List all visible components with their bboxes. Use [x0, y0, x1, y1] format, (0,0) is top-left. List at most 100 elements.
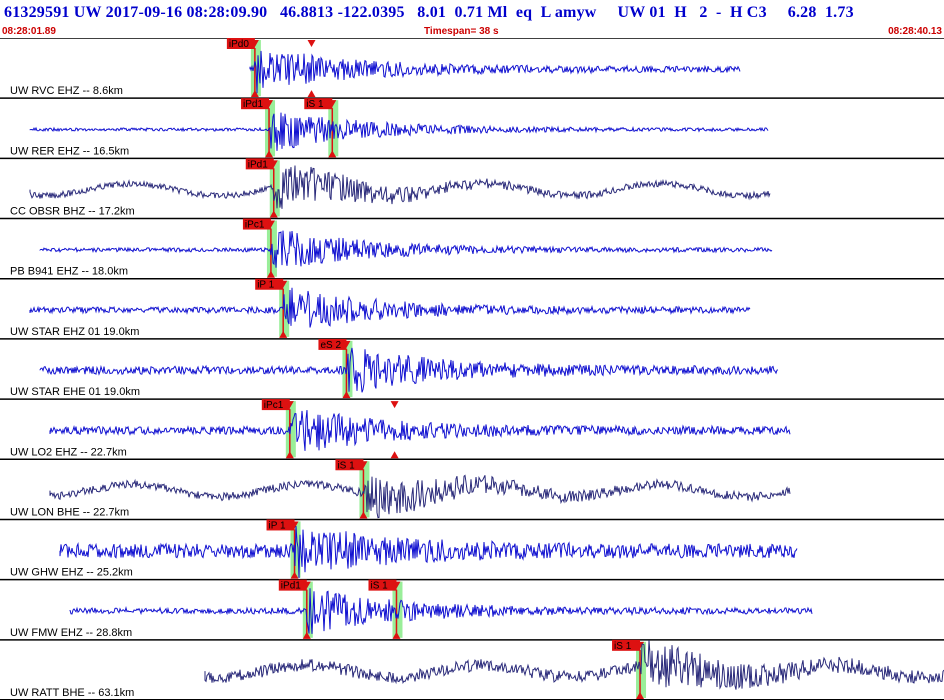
- pick-arrow-up: [302, 631, 311, 639]
- pick-tag[interactable]: [612, 639, 641, 651]
- timespan-label: Timespan= 38 s: [424, 26, 499, 37]
- pick-label: eS 2: [320, 340, 341, 351]
- pick-label: iPc1: [245, 220, 265, 231]
- waveform-trace[interactable]: [29, 287, 751, 328]
- pick-label: iP 1: [257, 280, 274, 291]
- pick-arrow-up: [636, 692, 645, 699]
- pick-arrow-down: [279, 280, 288, 288]
- pick-arrow-down: [636, 641, 645, 649]
- waveform-trace[interactable]: [29, 165, 771, 209]
- pick-arrow-down: [285, 401, 294, 409]
- waveform-trace[interactable]: [249, 50, 741, 94]
- channel-label: UW RER EHZ -- 16.5km: [10, 145, 129, 157]
- pick-window: [342, 340, 353, 398]
- pick-arrow-up: [390, 451, 399, 459]
- pick-arrow-down: [342, 340, 351, 348]
- pick-window: [302, 581, 313, 638]
- pick-arrow-down: [250, 40, 259, 47]
- channel-label: UW GHW EHZ -- 25.2km: [10, 567, 133, 579]
- pick-arrow-up: [290, 571, 299, 579]
- channel-label: CC OBSR BHZ -- 17.2km: [10, 206, 135, 218]
- pick-tag[interactable]: [261, 399, 290, 411]
- pick-arrow-down: [307, 40, 316, 47]
- pick-window: [392, 581, 403, 638]
- channel-label: UW RVC EHZ -- 8.6km: [10, 85, 123, 97]
- pick-label: iPd0: [229, 39, 249, 50]
- pick-arrow-down: [392, 581, 401, 589]
- pick-tag[interactable]: [278, 579, 307, 591]
- pick-tag[interactable]: [335, 459, 364, 471]
- pick-tag[interactable]: [368, 579, 397, 591]
- channel-label: UW LON BHE -- 22.7km: [10, 506, 129, 518]
- pick-tag[interactable]: [255, 278, 284, 290]
- pick-label: iS 1: [614, 641, 632, 652]
- pick-arrow-up: [285, 451, 294, 459]
- channel-row[interactable]: iPd1 CC OBSR BHZ -- 17.2km: [0, 157, 944, 218]
- pick-arrow-up: [392, 631, 401, 639]
- pick-label: iPd1: [243, 99, 263, 110]
- channel-label: UW FMW EHZ -- 28.8km: [10, 627, 132, 639]
- pick-tag[interactable]: [242, 218, 271, 230]
- pick-tag[interactable]: [318, 338, 347, 350]
- pick-label: iS 1: [306, 99, 324, 110]
- pick-label: iPd1: [248, 159, 268, 170]
- channel-row[interactable]: iPd0 UW RVC EHZ -- 8.6km: [0, 38, 944, 98]
- pick-arrow-down: [390, 401, 399, 409]
- pick-label: iS 1: [337, 460, 355, 471]
- channel-row[interactable]: iS 1 UW RATT BHE -- 63.1km: [0, 639, 944, 699]
- channel-row[interactable]: iPc1 UW LO2 EHZ -- 22.7km: [0, 398, 944, 459]
- pick-arrow-down: [265, 100, 274, 108]
- pick-label: iS 1: [370, 581, 388, 592]
- pick-tag[interactable]: [245, 158, 274, 170]
- end-time: 08:28:40.13: [888, 26, 942, 37]
- channel-row[interactable]: iS 1 UW LON BHE -- 22.7km: [0, 458, 944, 519]
- pick-arrow-up: [359, 511, 368, 519]
- waveform-trace[interactable]: [59, 525, 798, 579]
- pick-arrow-up: [250, 90, 259, 98]
- channel-row[interactable]: eS 2 UW STAR EHE 01 19.0km: [0, 338, 944, 399]
- waveform-trace[interactable]: [39, 230, 773, 268]
- pick-label: iP 1: [269, 520, 286, 531]
- channel-row[interactable]: iPc1 PB B941 EHZ -- 18.0km: [0, 217, 944, 278]
- seismogram-panel[interactable]: iPd0 UW RVC EHZ -- 8.6km iPd1 iS 1 UW RER EH…: [0, 38, 944, 700]
- pick-arrow-up: [279, 330, 288, 338]
- pick-arrow-down: [266, 220, 275, 228]
- channel-label: UW RATT BHE -- 63.1km: [10, 687, 134, 699]
- channel-row[interactable]: iP 1 UW STAR EHZ 01 19.0km: [0, 277, 944, 338]
- waveform-trace[interactable]: [49, 410, 791, 451]
- waveform-trace[interactable]: [49, 474, 791, 519]
- pick-arrow-up: [265, 150, 274, 158]
- channel-row[interactable]: iPd1 iS 1 UW RER EHZ -- 16.5km: [0, 97, 944, 158]
- start-time: 08:28:01.89: [2, 26, 56, 37]
- waveform-trace[interactable]: [204, 640, 944, 690]
- channel-row[interactable]: iPd1 iS 1 UW FMW EHZ -- 28.8km: [0, 578, 944, 639]
- pick-arrow-up: [328, 150, 337, 158]
- event-header: 61329591 UW 2017-09-16 08:28:09.90 46.88…: [0, 0, 944, 40]
- pick-arrow-down: [328, 100, 337, 108]
- time-axis-header: 08:28:01.89 Timespan= 38 s 08:28:40.13: [0, 26, 944, 40]
- pick-arrow-up: [342, 391, 351, 399]
- pick-window: [269, 160, 280, 217]
- waveform-trace[interactable]: [39, 347, 779, 393]
- channel-label: UW LO2 EHZ -- 22.7km: [10, 446, 127, 458]
- pick-arrow-up: [266, 270, 275, 278]
- waveform-trace[interactable]: [29, 112, 769, 151]
- pick-arrow-up: [269, 210, 278, 218]
- pick-tag[interactable]: [266, 519, 295, 531]
- pick-tag[interactable]: [304, 98, 333, 110]
- channel-label: PB B941 EHZ -- 18.0km: [10, 266, 128, 278]
- pick-label: iPd1: [281, 581, 301, 592]
- pick-tag[interactable]: [241, 98, 270, 110]
- pick-arrow-down: [302, 581, 311, 589]
- pick-arrow-down: [290, 521, 299, 529]
- channel-label: UW STAR EHE 01 19.0km: [10, 386, 140, 398]
- pick-tag[interactable]: [226, 38, 255, 49]
- pick-arrow-down: [269, 160, 278, 168]
- channel-row[interactable]: iP 1 UW GHW EHZ -- 25.2km: [0, 518, 944, 579]
- pick-label: iPc1: [264, 400, 284, 411]
- channel-label: UW STAR EHZ 01 19.0km: [10, 326, 139, 338]
- pick-arrow-up: [307, 90, 316, 98]
- waveform-trace[interactable]: [69, 588, 813, 634]
- pick-arrow-down: [359, 461, 368, 469]
- event-summary: 61329591 UW 2017-09-16 08:28:09.90 46.88…: [4, 4, 854, 21]
